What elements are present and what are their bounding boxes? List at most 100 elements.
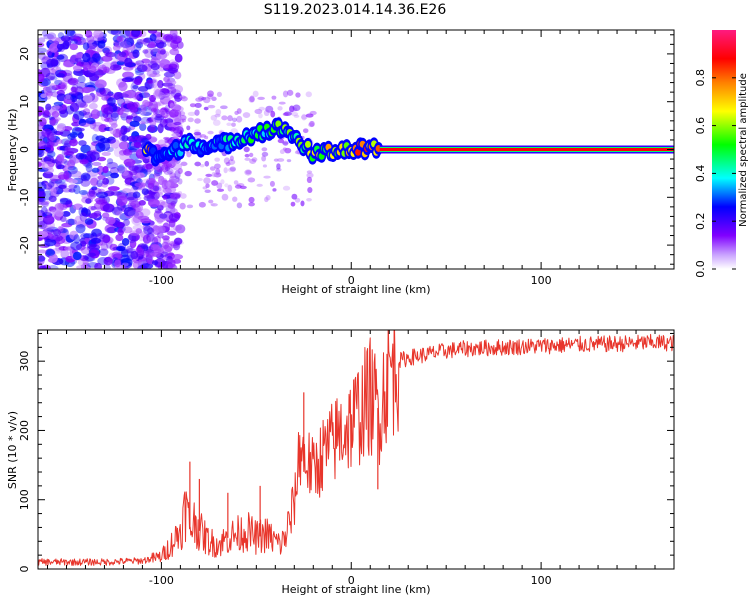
heatmap-noise-blob — [92, 35, 105, 42]
heatmap-noise-blob — [40, 93, 47, 99]
heatmap-noise-blob — [204, 189, 211, 194]
heatmap-noise-blob — [166, 181, 171, 188]
heatmap-noise-blob — [282, 90, 289, 98]
heatmap-noise-blob — [171, 84, 184, 94]
heatmap-noise-blob — [109, 64, 122, 71]
heatmap-noise-blob — [211, 171, 217, 178]
heatmap-noise-blob — [289, 105, 295, 113]
heatmap-noise-blob — [100, 242, 109, 251]
heatmap-noise-blob — [79, 212, 87, 222]
heatmap-noise-blob — [39, 264, 47, 269]
heatmap-noise-blob — [120, 125, 128, 135]
heatmap-noise-blob — [38, 265, 47, 269]
heatmap-noise-blob — [227, 167, 236, 173]
heatmap-noise-blob — [79, 159, 89, 165]
heatmap-noise-blob — [83, 61, 90, 72]
heatmap-noise-blob — [68, 179, 78, 184]
heatmap-noise-blob — [120, 112, 129, 121]
heatmap-noise-blob — [133, 78, 142, 86]
heatmap-noise-blob — [276, 163, 281, 170]
heatmap-noise-blob — [220, 105, 228, 110]
colorbar: 0.0 0.2 0.4 0.6 0.8 Normalized spectral ampl… — [694, 30, 749, 278]
heatmap-noise-blob — [211, 180, 219, 186]
heatmap-noise-blob — [194, 118, 201, 124]
heatmap-noise-blob — [72, 37, 82, 42]
heatmap-noise-blob — [44, 86, 52, 96]
heatmap-noise-blob — [273, 158, 279, 162]
heatmap-noise-blob — [262, 164, 267, 168]
spectrogram-y-ticks: -20 -10 0 10 20 — [18, 34, 674, 265]
heatmap-noise-blob — [91, 187, 102, 195]
heatmap-noise-blob — [168, 63, 178, 70]
heatmap-noise-blob — [61, 211, 71, 217]
heatmap-noise-blob — [244, 169, 252, 176]
heatmap-noise-blob — [302, 128, 309, 134]
heatmap-noise-blob — [140, 243, 149, 250]
heatmap-noise-blob — [270, 110, 276, 118]
snr-plot-frame — [37, 329, 675, 570]
heatmap-noise-blob — [167, 67, 179, 74]
heatmap-noise-blob — [108, 117, 118, 126]
heatmap-noise-blob — [227, 184, 233, 192]
heatmap-noise-blob — [56, 124, 66, 132]
heatmap-noise-blob — [194, 102, 202, 108]
heatmap-noise-blob — [47, 150, 56, 158]
heatmap-noise-blob — [43, 225, 55, 231]
heatmap-noise-blob — [115, 127, 124, 134]
heatmap-noise-blob — [106, 226, 117, 234]
heatmap-noise-blob — [74, 127, 85, 132]
heatmap-noise-blob — [179, 114, 187, 121]
colorbar-tick-label: 0.0 — [694, 260, 707, 278]
heatmap-noise-blob — [233, 180, 239, 185]
colorbar-tick-label: 0.6 — [694, 117, 707, 135]
heatmap-noise-blob — [58, 184, 67, 189]
heatmap-noise-blob — [96, 179, 103, 188]
heatmap-noise-blob — [128, 165, 139, 171]
heatmap-noise-blob — [38, 230, 49, 238]
heatmap-noise-blob — [67, 218, 75, 226]
heatmap-noise-blob — [277, 106, 283, 111]
heatmap-noise-blob — [116, 98, 125, 104]
heatmap-noise-blob — [142, 49, 149, 54]
heatmap-noise-blob — [170, 39, 179, 50]
heatmap-noise-blob — [153, 173, 161, 179]
heatmap-noise-blob — [122, 149, 133, 156]
snr-x-tick-label: -100 — [149, 574, 174, 587]
heatmap-noise-blob — [120, 40, 132, 49]
heatmap-noise-blob — [38, 181, 47, 192]
heatmap-noise-blob — [174, 111, 180, 116]
heatmap-noise-blob — [126, 245, 133, 254]
heatmap-noise-blob — [158, 90, 166, 100]
heatmap-noise-blob — [160, 111, 165, 117]
heatmap-noise-blob — [264, 196, 269, 203]
heatmap-noise-blob — [40, 206, 48, 216]
heatmap-noise-blob — [116, 35, 124, 43]
heatmap-noise-blob — [254, 108, 263, 115]
heatmap-noise-blob — [132, 92, 140, 101]
heatmap-noise-blob — [290, 107, 298, 112]
heatmap-noise-blob — [127, 233, 137, 244]
heatmap-noise-blob — [177, 178, 183, 185]
heatmap-noise-blob — [282, 112, 289, 117]
heatmap-noise-blob — [129, 239, 137, 249]
heatmap-noise-blob — [309, 120, 315, 127]
heatmap-noise-blob — [292, 104, 301, 112]
heatmap-noise-blob — [174, 53, 183, 63]
heatmap-noise-blob — [136, 39, 144, 45]
heatmap-noise-blob — [56, 154, 64, 162]
heatmap-noise-blob — [163, 118, 168, 124]
heatmap-noise-blob — [61, 222, 73, 228]
heatmap-noise-blob — [169, 48, 180, 56]
snr-series-line — [38, 330, 674, 566]
heatmap-noise-blob — [69, 138, 78, 147]
heatmap-noise-blob — [248, 202, 255, 207]
heatmap-noise-blob — [64, 30, 75, 37]
heatmap-noise-blob — [153, 91, 165, 99]
heatmap-noise-blob — [104, 68, 116, 75]
heatmap-noise-blob — [265, 105, 274, 113]
heatmap-noise-blob — [132, 224, 144, 231]
heatmap-ridge-core — [304, 140, 311, 148]
heatmap-noise-blob — [277, 138, 285, 144]
heatmap-noise-blob — [152, 69, 160, 75]
heatmap-noise-blob — [142, 37, 150, 46]
